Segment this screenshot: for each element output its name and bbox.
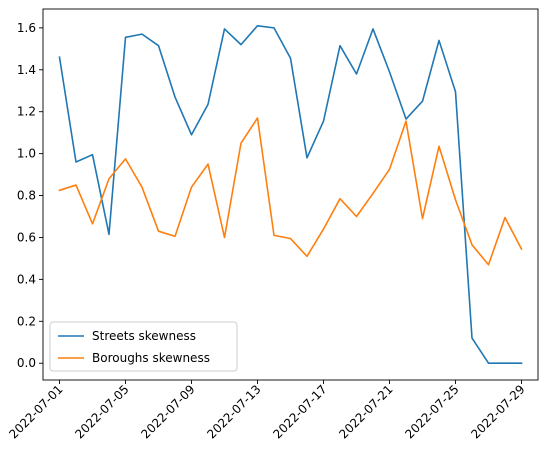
y-tick-label: 0.0	[17, 356, 36, 370]
y-tick-label: 0.8	[17, 189, 36, 203]
y-tick-label: 0.2	[17, 314, 36, 328]
legend-label-1: Streets skewness	[92, 329, 196, 343]
legend: Streets skewness Boroughs skewness	[49, 321, 238, 372]
x-tick-label: 2022-07-29	[468, 382, 527, 441]
x-tick-label: 2022-07-09	[138, 382, 197, 441]
legend-box	[49, 321, 238, 372]
series-line-2	[58, 117, 523, 266]
y-tick-label: 1.0	[17, 147, 36, 161]
y-tick-label: 1.6	[17, 21, 36, 35]
plot-frame	[42, 8, 539, 381]
y-tick-label: 1.4	[17, 63, 36, 77]
y-tick-label: 1.2	[17, 105, 36, 119]
x-tick-label: 2022-07-17	[270, 382, 329, 441]
x-tick-label: 2022-07-01	[6, 382, 65, 441]
x-tick-label: 2022-07-05	[72, 382, 131, 441]
y-tick-label: 0.6	[17, 230, 36, 244]
legend-label-2: Boroughs skewness	[92, 351, 210, 365]
x-tick-label: 2022-07-25	[402, 382, 461, 441]
x-tick-label: 2022-07-21	[336, 382, 395, 441]
x-tick-label: 2022-07-13	[204, 382, 263, 441]
series-line-1	[58, 24, 523, 365]
series-layer	[58, 24, 523, 365]
y-tick-label: 0.4	[17, 272, 36, 286]
